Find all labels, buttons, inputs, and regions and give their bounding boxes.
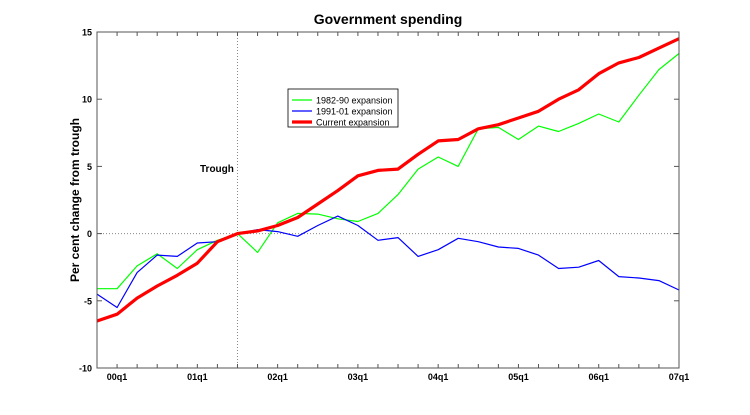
- plot-frame: [96, 31, 680, 369]
- series-line-3: [96, 37, 680, 323]
- trough-annotation: Trough: [200, 164, 234, 175]
- legend-label: 1982-90 expansion: [316, 96, 393, 106]
- x-tick-label: 07q1: [669, 372, 690, 382]
- y-tick-label: -5: [84, 296, 92, 306]
- series-line-1: [97, 53, 680, 290]
- x-tick-label: 04q1: [428, 372, 449, 382]
- x-tick-label: 02q1: [267, 372, 288, 382]
- x-tick-label: 05q1: [508, 372, 529, 382]
- y-tick-label: 15: [82, 28, 92, 38]
- legend-label: Current expansion: [316, 118, 390, 128]
- series-line-2: [96, 215, 680, 309]
- legend-label: 1991-01 expansion: [316, 107, 393, 117]
- chart-title: Government spending: [314, 11, 463, 27]
- y-axis-label: Per cent change from trough: [68, 118, 82, 282]
- y-tick-label: 5: [87, 162, 92, 172]
- x-tick-label: 01q1: [187, 372, 208, 382]
- x-tick-label: 00q1: [107, 372, 128, 382]
- y-tick-label: 10: [82, 95, 92, 105]
- y-tick-label: 0: [87, 229, 92, 239]
- x-tick-label: 03q1: [348, 372, 369, 382]
- y-tick-label: -10: [79, 364, 92, 374]
- x-tick-label: 06q1: [588, 372, 609, 382]
